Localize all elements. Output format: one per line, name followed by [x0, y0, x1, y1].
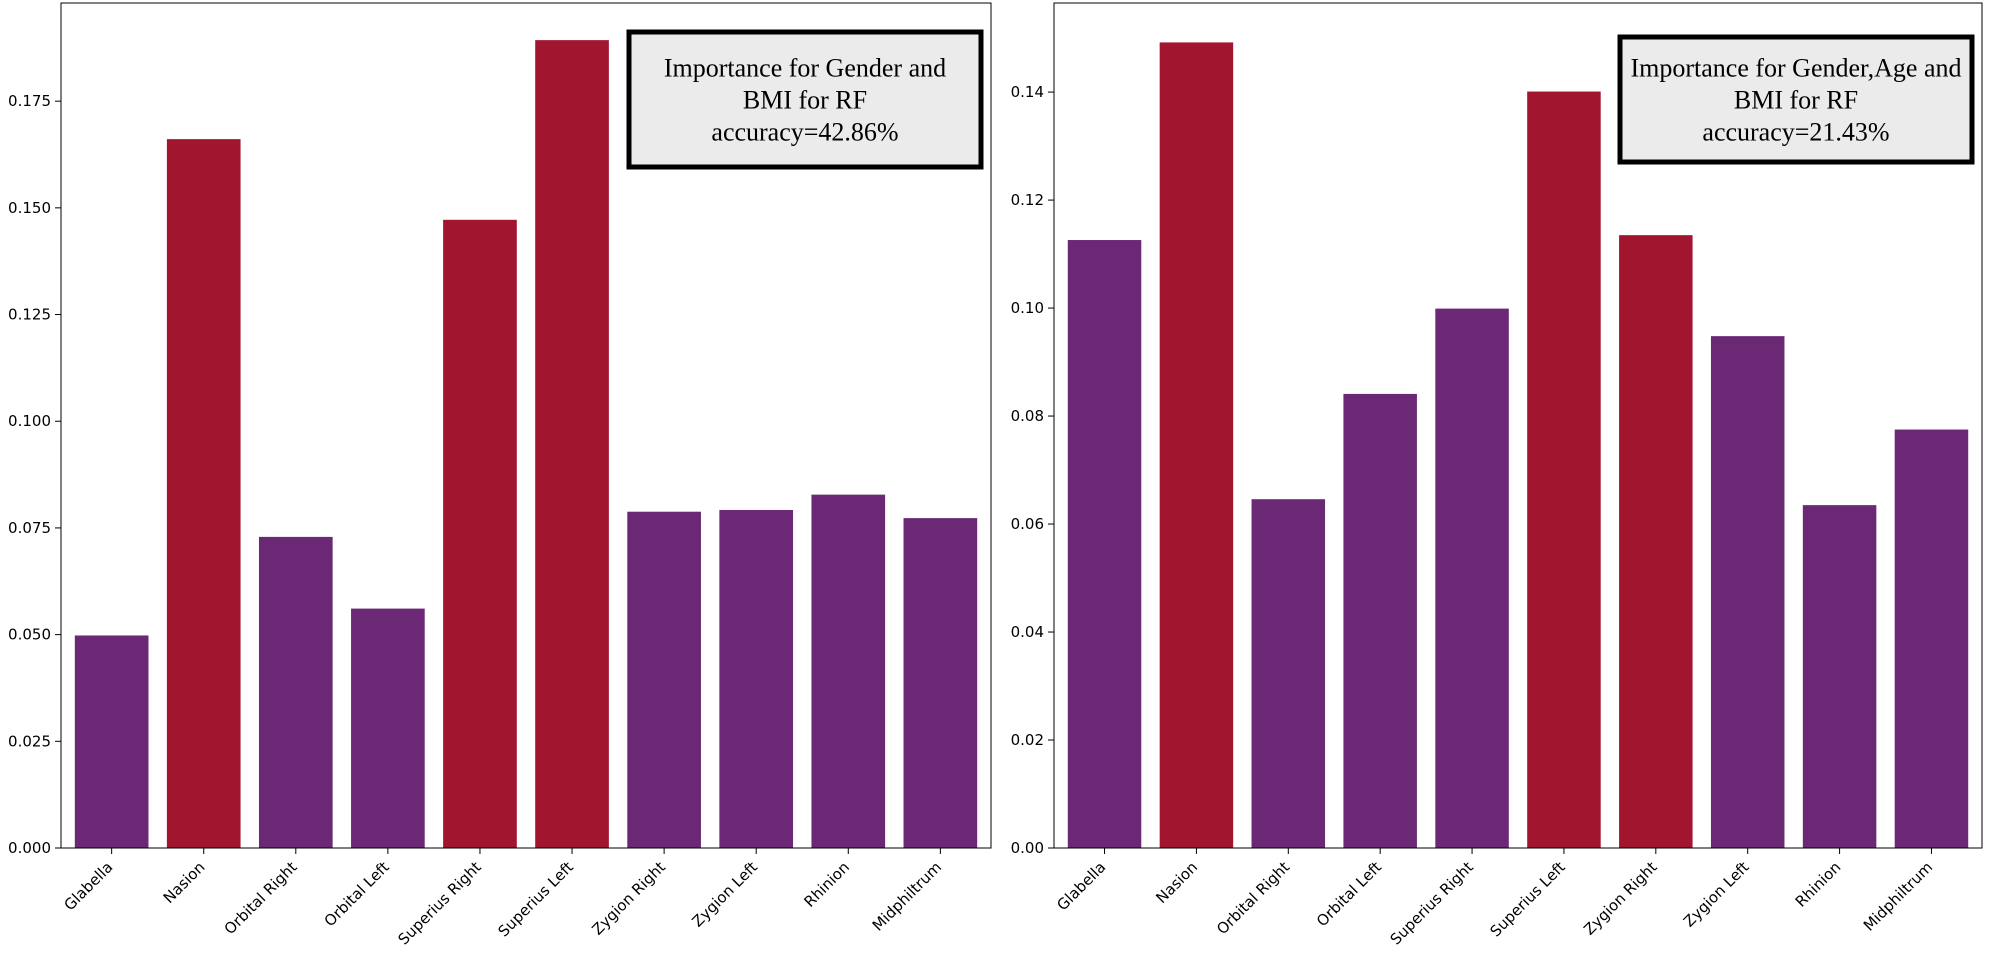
bar-rhinion: [1802, 505, 1877, 848]
bar-superius-right: [443, 219, 517, 848]
x-tick-label: Superius Right: [1387, 858, 1477, 948]
x-tick-label: Orbital Left: [321, 858, 393, 930]
bar-orbital-left: [1343, 393, 1417, 848]
y-tick-label: 0.08: [1011, 407, 1044, 425]
annotation-line: BMI for RF: [743, 86, 867, 115]
bar-zygion-right: [1619, 235, 1693, 848]
x-tick-label: Zygion Right: [1580, 858, 1661, 939]
plot-frame: [60, 2, 992, 849]
x-tick-label: Glabella: [60, 858, 116, 914]
x-tick-label: Superius Left: [495, 858, 577, 940]
bar-zygion-left: [1710, 336, 1785, 848]
x-tick-label: Superius Right: [394, 858, 484, 948]
x-tick-label: Zygion Right: [588, 858, 669, 939]
bar-superius-left: [535, 40, 609, 849]
annotation-line: Importance for Gender and: [664, 54, 946, 83]
y-tick-label: 0.025: [8, 732, 51, 750]
x-tick-label: Zygion Left: [689, 858, 762, 931]
x-tick-label: Nasion: [160, 858, 209, 907]
bar-midphiltrum: [903, 518, 978, 848]
chart-1: 0.000 0.025 0.050 0.075 0.100 0.125 0.150 0.175…: [8, 2, 992, 948]
annotation-line: accuracy=42.86%: [711, 118, 898, 147]
x-tick-label: Zygion Left: [1680, 858, 1753, 931]
bar-orbital-right: [1251, 499, 1326, 848]
bar-zygion-left: [719, 510, 794, 848]
bar-superius-right: [1435, 308, 1509, 848]
bar-nasion: [1159, 42, 1234, 848]
chart-2: 0.00 0.02 0.04 0.06 0.08 0.10 0.12 0.14 Glabella…: [1011, 2, 1983, 948]
bar-midphiltrum: [1894, 429, 1969, 848]
bar-nasion: [166, 139, 241, 848]
annotation-box: [626, 29, 984, 170]
x-tick-label: Rhinion: [800, 858, 853, 911]
annotation-line: BMI for RF: [1734, 86, 1858, 115]
bar-glabella: [1067, 240, 1142, 848]
y-tick-label: 0.06: [1011, 515, 1044, 533]
y-tick-label: 0.050: [8, 626, 51, 644]
y-tick-label: 0.125: [8, 306, 51, 324]
bar-glabella: [74, 635, 149, 848]
y-tick-label: 0.100: [8, 412, 51, 430]
y-tick-label: 0.02: [1011, 731, 1044, 749]
annotation-box: [1617, 34, 1975, 165]
bar-orbital-right: [258, 536, 333, 848]
x-tick-label: Midphiltrum: [869, 858, 945, 934]
y-tick-label: 0.075: [8, 519, 51, 537]
y-tick-label: 0.10: [1011, 299, 1044, 317]
x-tick-label: Nasion: [1152, 858, 1201, 907]
x-tick-label: Orbital Right: [221, 858, 301, 938]
bar-orbital-left: [351, 608, 425, 848]
bar-rhinion: [811, 494, 886, 848]
y-tick-label: 0.12: [1011, 191, 1044, 209]
y-tick-label: 0.00: [1011, 839, 1044, 857]
y-tick-label: 0.14: [1011, 83, 1044, 101]
y-tick-label: 0.04: [1011, 623, 1044, 641]
y-tick-label: 0.175: [8, 92, 51, 110]
x-tick-label: Orbital Left: [1313, 858, 1385, 930]
plot-frame: [1053, 2, 1983, 849]
annotation-line: Importance for Gender,Age and: [1630, 54, 1961, 83]
x-tick-label: Midphiltrum: [1860, 858, 1936, 934]
x-tick-label: Rhinion: [1792, 858, 1845, 911]
bar-zygion-right: [627, 511, 701, 848]
y-tick-label: 0.150: [8, 199, 51, 217]
x-tick-label: Glabella: [1053, 858, 1109, 914]
x-tick-label: Orbital Right: [1213, 858, 1293, 938]
bar-superius-left: [1527, 91, 1601, 849]
y-tick-label: 0.000: [8, 839, 51, 857]
annotation-line: accuracy=21.43%: [1702, 118, 1889, 147]
x-tick-label: Superius Left: [1486, 858, 1568, 940]
